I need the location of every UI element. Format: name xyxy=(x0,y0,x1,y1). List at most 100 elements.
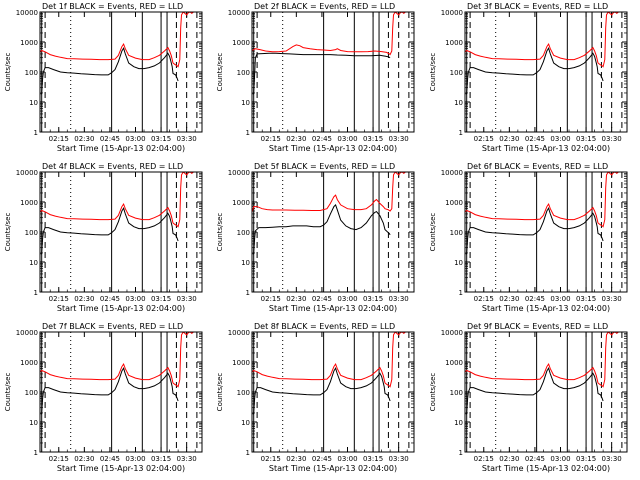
y-tick-label: 1 xyxy=(246,289,250,297)
lld-series-line xyxy=(252,332,406,388)
lld-series-line xyxy=(465,332,619,388)
x-tick-label: 03:15 xyxy=(363,455,383,463)
y-tick-label: 1000 xyxy=(20,199,38,207)
chart-panel-1: Det 1f BLACK = Events, RED = LLD Counts/s… xyxy=(4,2,203,153)
y-axis-label: Counts/sec xyxy=(4,373,12,412)
x-tick-label: 03:15 xyxy=(151,455,171,463)
x-tick-label: 02:30 xyxy=(286,135,306,143)
y-tick-label: 100 xyxy=(237,229,250,237)
x-tick-label: 02:15 xyxy=(474,295,494,303)
plot-frame xyxy=(39,171,203,293)
x-axis-label: Start Time (15-Apr-13 02:04:00) xyxy=(57,144,185,153)
y-tick-label: 100 xyxy=(237,389,250,397)
lld-series-line xyxy=(40,332,194,388)
y-tick-label: 1000 xyxy=(20,359,38,367)
lld-series-line xyxy=(252,12,406,56)
x-tick-label: 03:30 xyxy=(177,455,197,463)
chart-title: Det 2f BLACK = Events, RED = LLD xyxy=(254,2,395,11)
events-series-line xyxy=(465,46,604,95)
x-tick-label: 03:15 xyxy=(363,295,383,303)
x-tick-label: 03:30 xyxy=(602,135,622,143)
x-tick-label: 03:00 xyxy=(550,295,570,303)
y-tick-label: 100 xyxy=(237,69,250,77)
y-tick-label: 1 xyxy=(34,289,38,297)
chart-panel-4: Det 4f BLACK = Events, RED = LLD Counts/s… xyxy=(4,162,203,313)
events-series-line xyxy=(40,206,179,255)
y-tick-label: 1 xyxy=(246,449,250,457)
x-tick-label: 03:00 xyxy=(337,295,357,303)
lld-series-line xyxy=(465,12,619,68)
y-tick-label: 1000 xyxy=(232,39,250,47)
chart-title: Det 7f BLACK = Events, RED = LLD xyxy=(42,322,183,331)
x-tick-label: 03:30 xyxy=(389,295,409,303)
chart-panel-9: Det 9f BLACK = Events, RED = LLD Counts/s… xyxy=(429,322,628,473)
x-tick-label: 03:00 xyxy=(550,135,570,143)
y-axis-label: Counts/sec xyxy=(429,373,437,412)
y-tick-label: 10 xyxy=(29,259,38,267)
x-tick-label: 02:45 xyxy=(100,295,120,303)
y-tick-label: 10 xyxy=(241,259,250,267)
x-tick-label: 03:15 xyxy=(576,455,596,463)
y-tick-label: 1 xyxy=(34,129,38,137)
y-axis-label: Counts/sec xyxy=(216,373,224,412)
x-tick-label: 03:00 xyxy=(337,135,357,143)
x-tick-label: 02:45 xyxy=(312,455,332,463)
x-axis-label: Start Time (15-Apr-13 02:04:00) xyxy=(482,144,610,153)
x-axis-label: Start Time (15-Apr-13 02:04:00) xyxy=(269,464,397,473)
y-tick-label: 1 xyxy=(246,129,250,137)
x-tick-label: 03:00 xyxy=(125,135,145,143)
x-tick-label: 03:00 xyxy=(337,455,357,463)
x-axis-label: Start Time (15-Apr-13 02:04:00) xyxy=(482,464,610,473)
plot-frame xyxy=(39,11,203,133)
y-tick-label: 1 xyxy=(34,449,38,457)
y-tick-label: 1 xyxy=(459,449,463,457)
x-tick-label: 02:30 xyxy=(499,295,519,303)
x-tick-label: 02:30 xyxy=(286,295,306,303)
y-axis-label: Counts/sec xyxy=(429,213,437,252)
events-series-line xyxy=(252,203,391,255)
x-tick-label: 02:45 xyxy=(525,135,545,143)
chart-title: Det 1f BLACK = Events, RED = LLD xyxy=(42,2,183,11)
y-tick-label: 10000 xyxy=(441,169,463,177)
x-tick-label: 03:15 xyxy=(363,135,383,143)
x-tick-label: 03:00 xyxy=(125,455,145,463)
x-tick-label: 03:30 xyxy=(389,135,409,143)
y-tick-label: 10000 xyxy=(441,329,463,337)
y-axis-label: Counts/sec xyxy=(216,53,224,92)
x-tick-label: 02:45 xyxy=(100,455,120,463)
y-tick-label: 100 xyxy=(450,229,463,237)
x-tick-label: 02:45 xyxy=(525,295,545,303)
x-tick-label: 02:15 xyxy=(49,135,69,143)
y-tick-label: 100 xyxy=(450,69,463,77)
x-tick-label: 02:15 xyxy=(474,135,494,143)
x-tick-label: 03:30 xyxy=(602,295,622,303)
events-series-line xyxy=(40,366,179,415)
x-tick-label: 03:15 xyxy=(576,295,596,303)
plot-frame xyxy=(251,331,415,453)
x-tick-label: 02:30 xyxy=(499,455,519,463)
x-tick-label: 02:30 xyxy=(74,135,94,143)
y-tick-label: 10000 xyxy=(228,9,250,17)
y-tick-label: 10000 xyxy=(16,329,38,337)
chart-panel-6: Det 6f BLACK = Events, RED = LLD Counts/s… xyxy=(429,162,628,313)
x-tick-label: 02:30 xyxy=(499,135,519,143)
y-tick-label: 100 xyxy=(450,389,463,397)
x-axis-label: Start Time (15-Apr-13 02:04:00) xyxy=(269,144,397,153)
y-tick-label: 10 xyxy=(29,419,38,427)
x-tick-label: 02:45 xyxy=(525,455,545,463)
chart-panel-2: Det 2f BLACK = Events, RED = LLD Counts/s… xyxy=(216,2,415,153)
plot-frame xyxy=(251,11,415,133)
y-tick-label: 1000 xyxy=(232,199,250,207)
lld-series-line xyxy=(40,172,194,228)
plot-frame xyxy=(251,171,415,293)
plot-frame xyxy=(464,11,628,133)
chart-panel-8: Det 8f BLACK = Events, RED = LLD Counts/s… xyxy=(216,322,415,473)
x-tick-label: 02:15 xyxy=(49,455,69,463)
y-tick-label: 10 xyxy=(454,419,463,427)
x-tick-label: 03:15 xyxy=(151,135,171,143)
x-tick-label: 02:45 xyxy=(312,135,332,143)
x-axis-label: Start Time (15-Apr-13 02:04:00) xyxy=(57,464,185,473)
y-tick-label: 10 xyxy=(241,99,250,107)
x-tick-label: 03:30 xyxy=(177,135,197,143)
